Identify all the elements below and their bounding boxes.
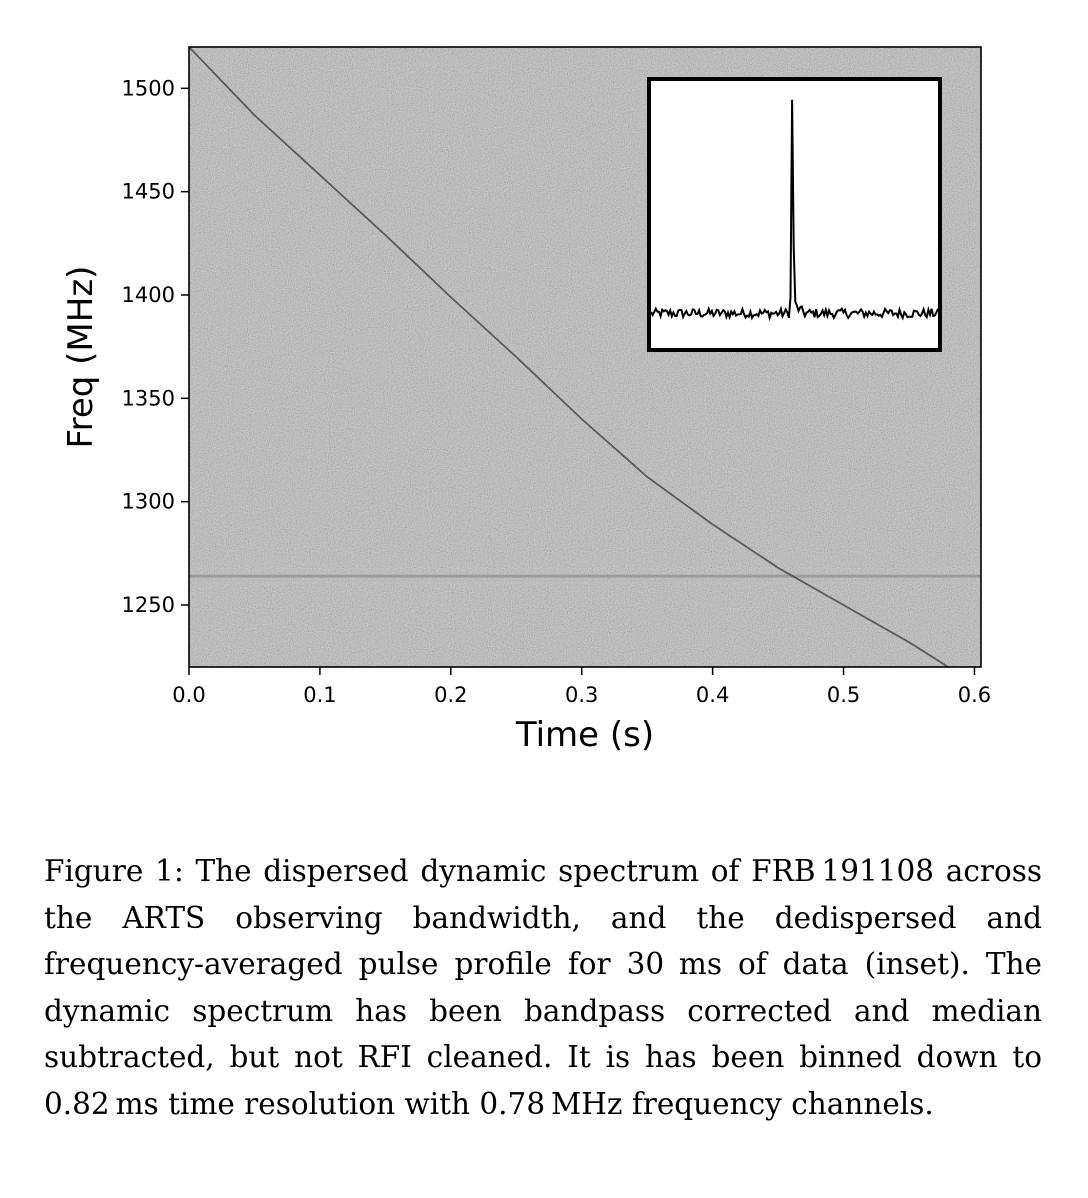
y-tick-label: 1250	[122, 593, 175, 617]
pulse-profile-inset	[647, 77, 942, 352]
figure-caption: Figure 1: The dispersed dynamic spectrum…	[44, 854, 1042, 1121]
y-axis-ticks: 1250 1300 1350 1400 1450 1500	[122, 76, 189, 617]
x-tick-label: 0.1	[303, 683, 336, 707]
inset-frame	[647, 77, 942, 352]
figure: 0.0 0.1 0.2 0.3 0.4 0.5 0.6 1250 1300 1350 1400 14…	[61, 46, 991, 755]
pulse-profile-line	[650, 99, 939, 322]
plot-frame	[188, 46, 982, 668]
y-axis-label: Freq (MHz)	[61, 266, 101, 449]
x-tick-label: 0.2	[434, 683, 467, 707]
x-axis-ticks: 0.0 0.1 0.2 0.3 0.4 0.5 0.6	[172, 667, 991, 707]
y-tick-label: 1500	[122, 76, 175, 100]
y-tick-label: 1450	[122, 180, 175, 204]
y-tick-label: 1350	[122, 386, 175, 410]
y-tick-label: 1300	[122, 490, 175, 514]
x-axis-label: Time (s)	[515, 715, 654, 755]
x-tick-label: 0.0	[172, 683, 205, 707]
x-tick-label: 0.6	[958, 683, 991, 707]
x-tick-label: 0.5	[827, 683, 860, 707]
y-tick-label: 1400	[122, 283, 175, 307]
dispersion-sweep-track	[189, 47, 949, 667]
x-tick-label: 0.4	[696, 683, 729, 707]
x-tick-label: 0.3	[565, 683, 598, 707]
